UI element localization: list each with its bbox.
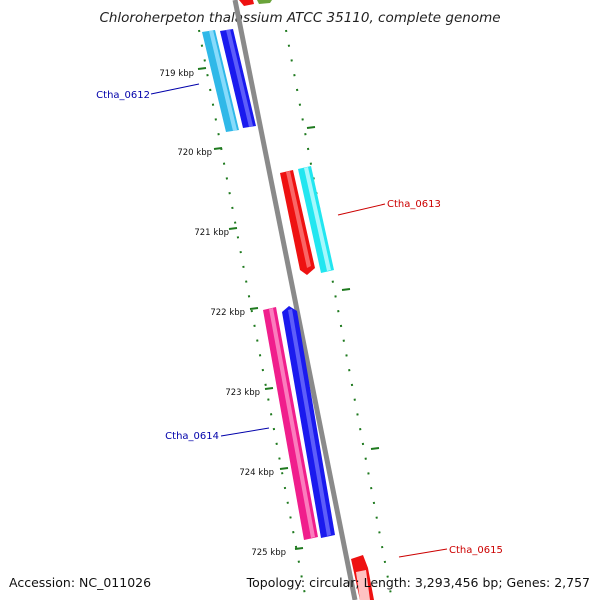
- tick-mark: [249, 307, 259, 310]
- tick-label-724: 724 kbp: [239, 468, 274, 478]
- tick-label-723: 723 kbp: [225, 388, 260, 398]
- tick-mark: [264, 387, 274, 390]
- tick-mark: [197, 67, 207, 70]
- gene-label-0614[interactable]: Ctha_0614: [165, 431, 219, 442]
- gene-feature-blue-0614-highlight: [288, 309, 331, 536]
- gene-feature-blue-0612-highlight: [226, 29, 253, 127]
- tick-mark: [294, 547, 304, 550]
- tick-label-725: 725 kbp: [251, 548, 286, 558]
- leader-line-0612: [150, 83, 200, 95]
- tick-mark: [228, 227, 238, 230]
- topology-summary: Topology: circular; Length: 3,293,456 bp…: [246, 575, 590, 590]
- gene-feature-top-red: [239, 0, 254, 6]
- accession-label: Accession: NC_011026: [9, 575, 152, 590]
- gene-feature-skyblue-highlight: [209, 30, 237, 131]
- tick-marks: [197, 67, 380, 550]
- gene-label-0613[interactable]: Ctha_0613: [387, 199, 441, 210]
- tick-mark: [306, 126, 316, 129]
- tick-label-722: 722 kbp: [210, 308, 245, 318]
- gene-feature-cyan-0613-highlight: [304, 167, 331, 271]
- leader-line-0615: [398, 548, 448, 558]
- tick-label-721: 721 kbp: [194, 228, 229, 238]
- tick-mark: [370, 447, 380, 450]
- gene-feature-red-0613-highlight: [286, 171, 311, 268]
- tick-label-720: 720 kbp: [177, 148, 212, 158]
- map-title: Chloroherpeton thalassium ATCC 35110, co…: [99, 10, 501, 26]
- gene-feature-pink-0614-highlight: [269, 308, 315, 538]
- tick-label-719: 719 kbp: [159, 69, 194, 79]
- gene-label-0615[interactable]: Ctha_0615: [449, 545, 503, 556]
- tick-mark: [341, 288, 351, 291]
- leader-line-0613: [337, 203, 386, 216]
- gene-feature-pale-0615: [356, 570, 370, 600]
- leader-line-0614: [220, 427, 270, 437]
- tick-mark: [213, 147, 223, 150]
- gene-feature-top-green: [257, 0, 272, 4]
- genome-backbone: [232, 0, 358, 600]
- tick-mark: [279, 467, 289, 470]
- gene-label-0612[interactable]: Ctha_0612: [96, 90, 150, 101]
